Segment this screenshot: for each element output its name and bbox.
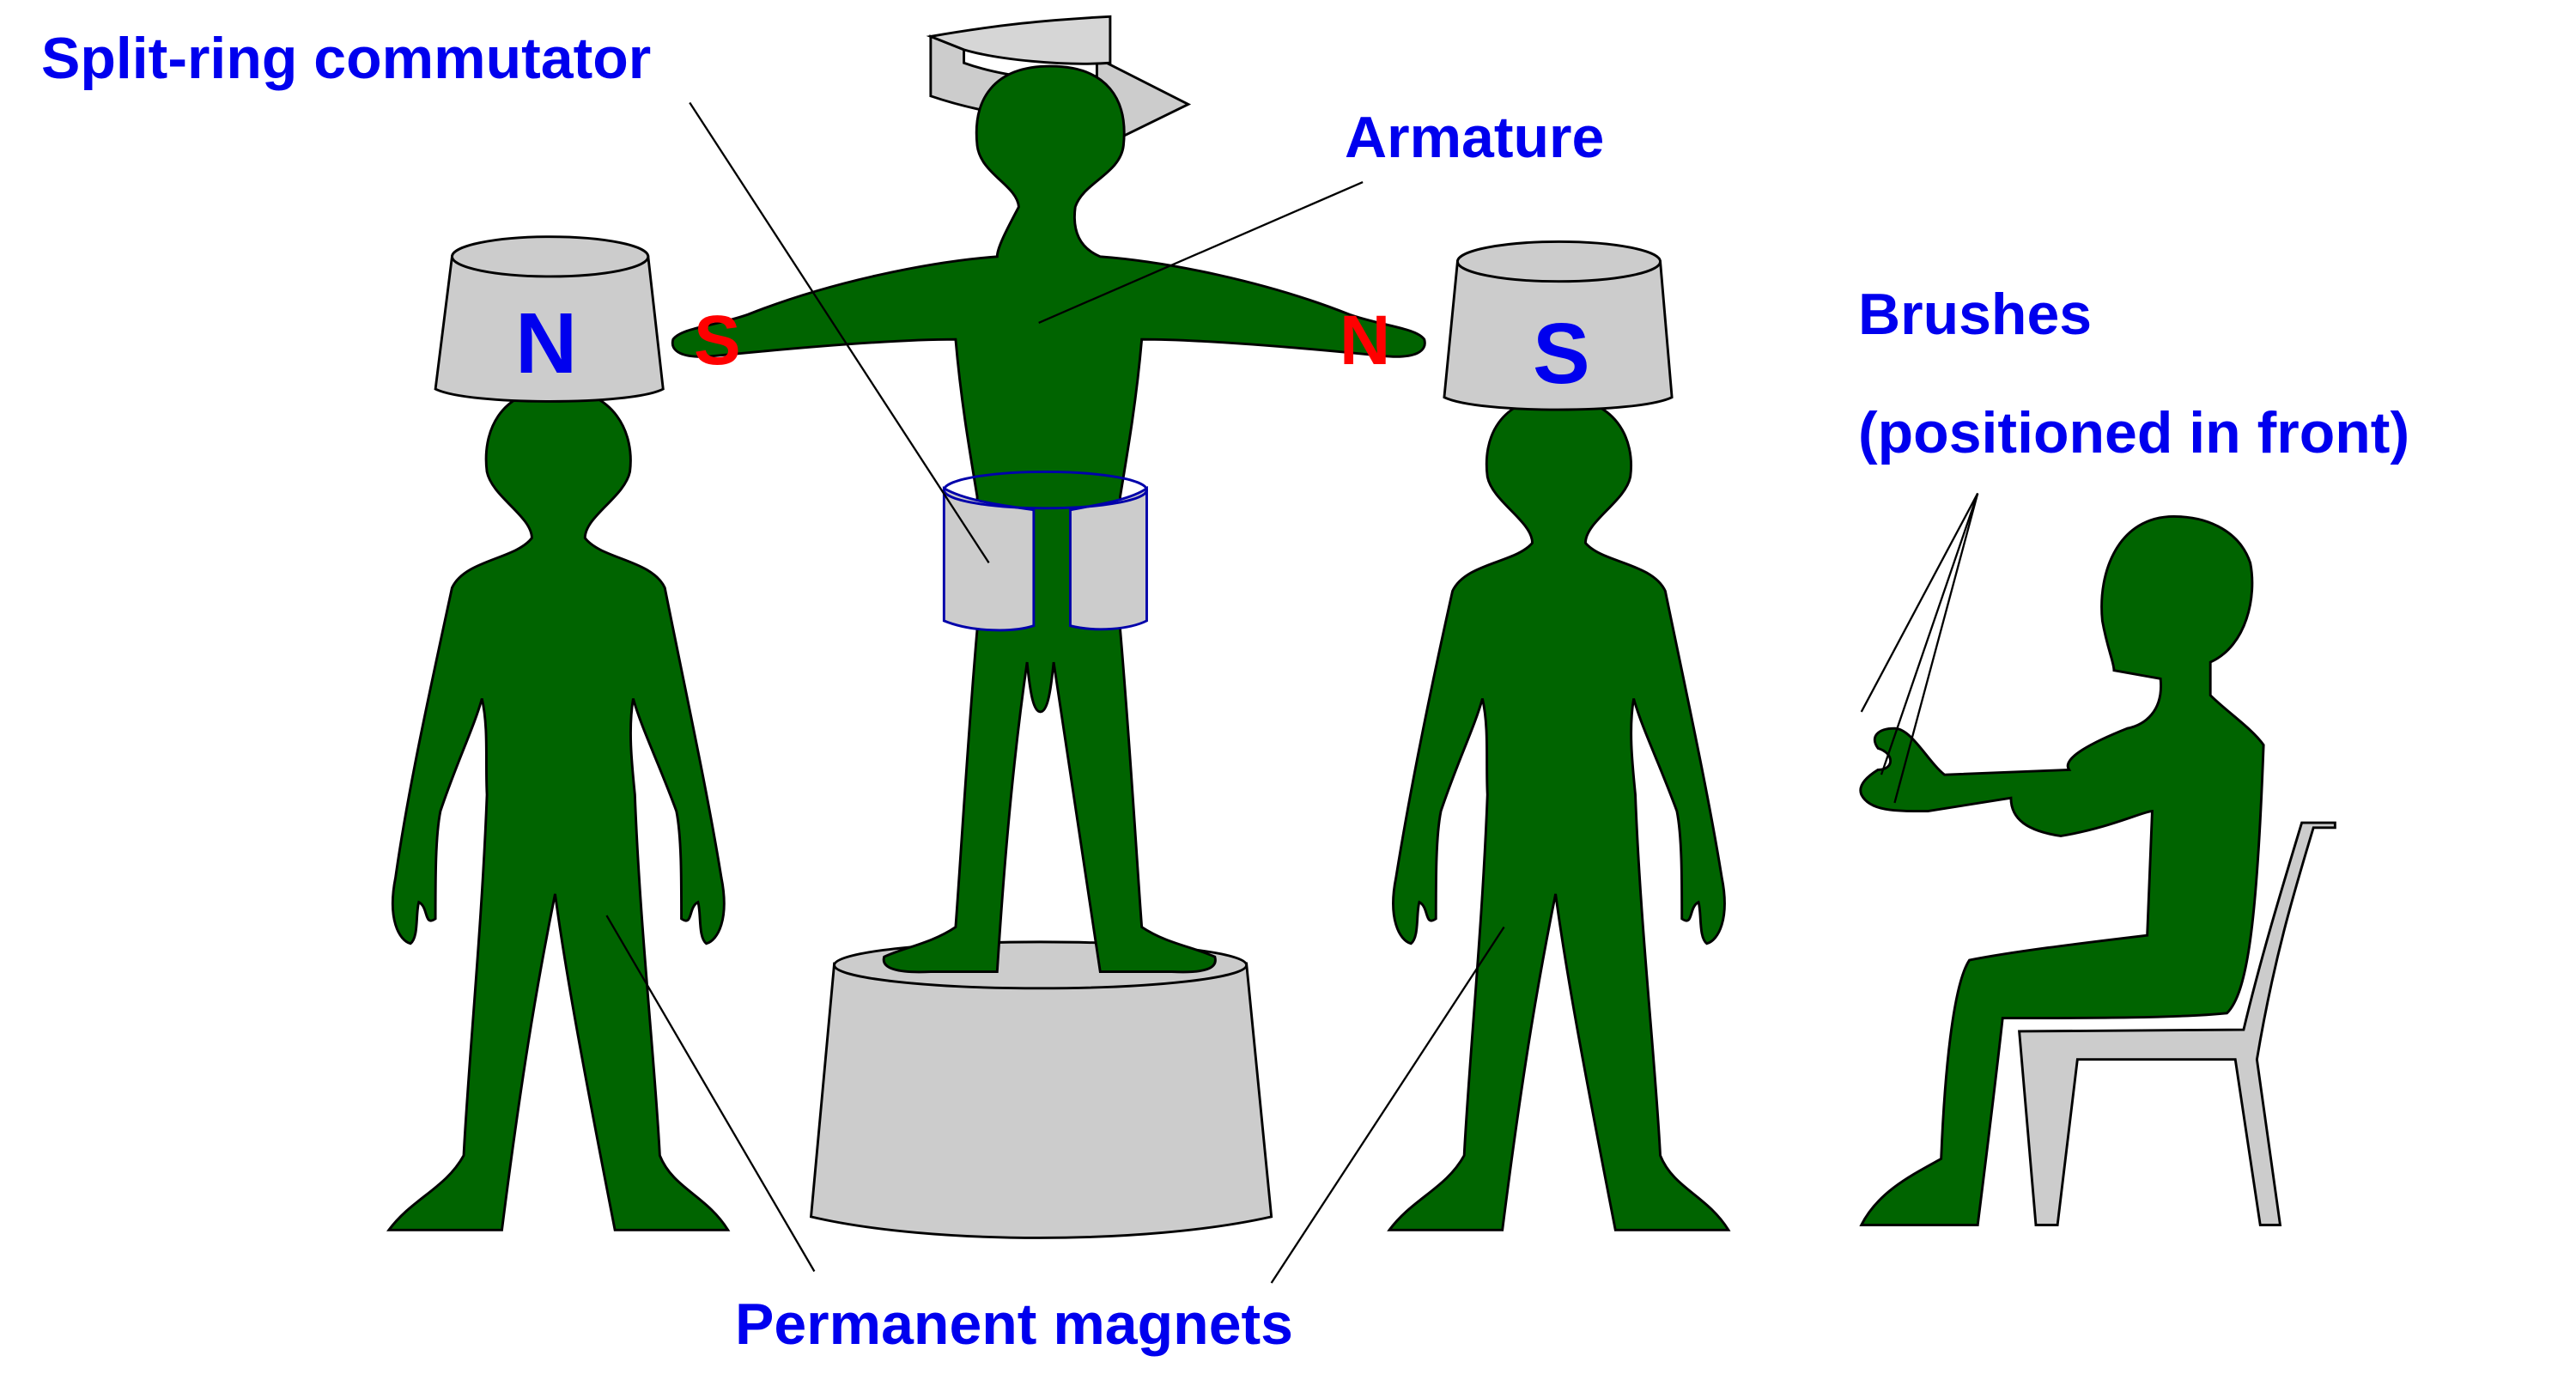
pole-left-magnet: N <box>515 295 578 392</box>
pedestal <box>809 940 1273 1239</box>
label-armature: Armature <box>1345 105 1605 170</box>
pole-armature-right: N <box>1340 301 1391 380</box>
pole-right-magnet: S <box>1533 306 1590 402</box>
brushes-seated-figure <box>1859 514 2336 1226</box>
leader-commutator <box>689 101 990 564</box>
leader-lines <box>605 101 1979 1284</box>
leader-brushes-a <box>1860 492 1979 713</box>
leader-magnet-right <box>1270 926 1505 1284</box>
leader-magnet-left <box>605 915 816 1273</box>
leader-armature <box>1038 180 1364 324</box>
pole-armature-left: S <box>694 301 741 380</box>
label-commutator: Split-ring commutator <box>41 26 652 91</box>
leader-brushes-b <box>1880 493 1979 775</box>
label-brushes-note: (positioned in front) <box>1858 400 2410 465</box>
leader-brushes-c <box>1893 493 1979 804</box>
label-permanent-magnets: Permanent magnets <box>735 1292 1293 1357</box>
label-brushes: Brushes <box>1858 282 2093 347</box>
armature-figure <box>671 64 1426 974</box>
left-magnet-figure <box>386 235 731 1231</box>
right-magnet-figure <box>1387 240 1731 1231</box>
